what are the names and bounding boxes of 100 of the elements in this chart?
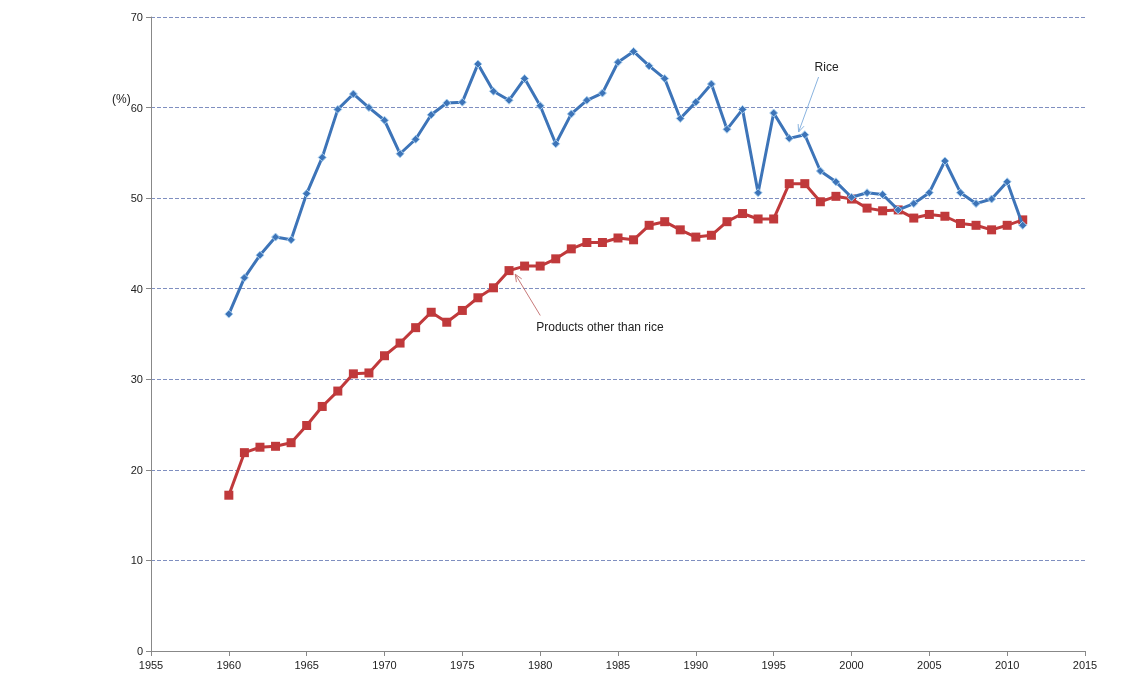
point	[738, 209, 748, 219]
point	[411, 134, 421, 144]
point	[691, 97, 701, 107]
point	[784, 179, 794, 189]
point	[426, 307, 436, 317]
point	[675, 225, 685, 235]
y-tick-label: 30	[130, 373, 143, 386]
annotation: Products other than rice	[536, 320, 664, 335]
x-tick-label: 1975	[450, 658, 475, 671]
point	[457, 305, 467, 315]
point	[504, 95, 514, 105]
point	[317, 152, 327, 162]
x-tick-label: 1955	[138, 658, 164, 671]
point	[940, 156, 950, 166]
point	[629, 46, 639, 56]
point	[738, 104, 748, 114]
point	[753, 214, 763, 224]
point	[660, 74, 670, 84]
x-tick-label: 1985	[605, 658, 631, 671]
point	[660, 217, 670, 227]
point	[987, 194, 997, 204]
point	[800, 179, 810, 189]
y-tick-label: 0	[136, 645, 143, 657]
point	[566, 109, 576, 119]
point	[955, 219, 965, 228]
point	[862, 188, 872, 198]
point	[722, 124, 732, 134]
x-tick-label: 2015	[1072, 658, 1098, 671]
point	[457, 97, 467, 107]
point	[940, 211, 950, 221]
point	[613, 233, 623, 243]
point	[769, 214, 779, 224]
point	[706, 79, 716, 89]
point	[1002, 220, 1012, 230]
x-tick-label: 1990	[683, 658, 709, 671]
point	[302, 420, 312, 430]
point	[380, 351, 389, 361]
point	[426, 110, 436, 120]
x-tick-label: 2000	[839, 658, 864, 671]
point	[815, 197, 825, 207]
point	[582, 95, 592, 105]
point	[909, 213, 919, 223]
y-axis-title: (%)	[112, 92, 131, 106]
point	[239, 273, 249, 283]
point	[473, 59, 483, 69]
point	[831, 191, 841, 201]
point	[971, 199, 981, 209]
point	[395, 149, 405, 159]
point	[909, 199, 919, 209]
x-tick-label: 1965	[294, 658, 319, 671]
point	[488, 283, 498, 293]
point	[239, 448, 249, 458]
point	[348, 89, 358, 99]
point	[504, 266, 514, 276]
point	[784, 133, 794, 143]
y-tick-label: 60	[130, 101, 143, 114]
point	[722, 217, 732, 227]
point	[1002, 177, 1012, 187]
point	[815, 166, 825, 176]
point	[224, 309, 234, 319]
y-tick-label: 40	[130, 282, 143, 295]
point	[535, 101, 545, 111]
point	[675, 113, 685, 123]
point	[597, 88, 607, 98]
point	[488, 86, 498, 96]
point	[333, 104, 343, 114]
point	[1018, 220, 1028, 230]
point	[364, 368, 374, 378]
point	[380, 115, 389, 125]
point	[597, 238, 607, 248]
point	[302, 189, 312, 199]
point	[255, 250, 265, 260]
point	[644, 61, 654, 71]
point	[520, 261, 530, 271]
x-tick-label: 1995	[761, 658, 786, 671]
annotation: Rice	[814, 60, 839, 75]
point	[987, 225, 997, 235]
point	[706, 230, 716, 240]
point	[924, 188, 934, 198]
point	[551, 139, 561, 149]
x-tick-label: 1970	[372, 658, 397, 671]
point	[395, 338, 405, 348]
y-tick-label: 50	[130, 192, 143, 205]
point	[286, 235, 296, 245]
point	[629, 235, 639, 245]
point	[644, 220, 654, 230]
y-tick-label: 20	[130, 463, 143, 476]
point	[878, 206, 888, 216]
point	[769, 108, 779, 118]
point	[582, 238, 592, 248]
point	[348, 369, 358, 379]
point	[955, 188, 965, 198]
x-tick-label: 2010	[994, 658, 1020, 671]
point	[286, 438, 296, 448]
x-tick-label: 1960	[216, 658, 242, 671]
x-tick-label: 2005	[917, 658, 942, 671]
point	[473, 293, 483, 303]
point	[317, 401, 327, 411]
point	[535, 261, 545, 271]
point	[613, 57, 623, 67]
